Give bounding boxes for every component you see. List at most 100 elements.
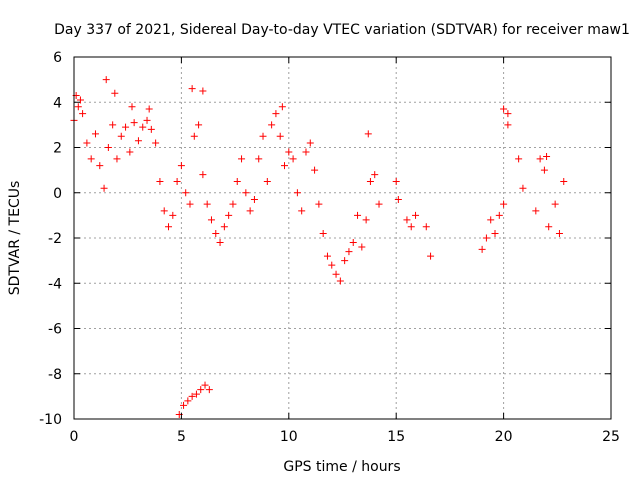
x-axis-label: GPS time / hours xyxy=(283,459,400,475)
data-point xyxy=(128,103,136,111)
data-point xyxy=(246,207,254,215)
data-point xyxy=(177,162,185,170)
data-point xyxy=(216,239,224,247)
data-point xyxy=(156,177,164,185)
y-tick-label: 2 xyxy=(53,141,62,157)
x-tick-label: 15 xyxy=(387,429,405,445)
data-point xyxy=(188,392,196,400)
data-point xyxy=(111,89,119,97)
data-point xyxy=(354,211,362,219)
data-point xyxy=(560,177,568,185)
data-point xyxy=(298,207,306,215)
data-point xyxy=(315,200,323,208)
y-tick-label: -10 xyxy=(39,412,62,428)
data-point xyxy=(285,148,293,156)
data-point xyxy=(364,130,372,138)
data-point xyxy=(143,116,151,124)
data-point xyxy=(504,121,512,129)
data-point xyxy=(276,132,284,140)
data-point xyxy=(205,386,213,394)
data-point xyxy=(491,229,499,237)
data-point xyxy=(272,110,280,118)
data-point xyxy=(109,121,117,129)
data-point xyxy=(139,123,147,131)
data-point xyxy=(130,119,138,127)
data-point xyxy=(233,177,241,185)
y-tick-label: -2 xyxy=(48,231,62,247)
data-point xyxy=(532,207,540,215)
y-tick-label: 6 xyxy=(53,50,62,66)
data-point xyxy=(79,110,87,118)
y-tick-label: 4 xyxy=(53,95,62,111)
data-point xyxy=(281,162,289,170)
data-point xyxy=(263,177,271,185)
data-point xyxy=(250,196,258,204)
data-point xyxy=(184,397,192,405)
data-point xyxy=(242,189,250,197)
data-point xyxy=(302,148,310,156)
data-point xyxy=(186,200,194,208)
data-point xyxy=(515,155,523,163)
data-point xyxy=(229,200,237,208)
data-point xyxy=(259,132,267,140)
y-tick-label: -8 xyxy=(48,367,62,383)
data-point xyxy=(173,177,181,185)
data-point xyxy=(74,103,82,111)
data-point xyxy=(225,211,233,219)
data-point xyxy=(83,139,91,147)
data-point xyxy=(319,229,327,237)
x-tick-label: 20 xyxy=(495,429,513,445)
data-point xyxy=(412,211,420,219)
data-point xyxy=(102,76,110,84)
data-point xyxy=(555,229,563,237)
data-point xyxy=(540,166,548,174)
data-point xyxy=(375,200,383,208)
data-point xyxy=(91,130,99,138)
data-point xyxy=(551,200,559,208)
data-point xyxy=(487,216,495,224)
data-point xyxy=(192,390,200,398)
data-point xyxy=(147,125,155,133)
data-point xyxy=(392,177,400,185)
data-point xyxy=(152,139,160,147)
data-point xyxy=(117,132,125,140)
data-point xyxy=(190,132,198,140)
data-point xyxy=(113,155,121,163)
data-point xyxy=(195,121,203,129)
data-point xyxy=(212,229,220,237)
data-point xyxy=(220,223,228,231)
data-point xyxy=(100,184,108,192)
data-point xyxy=(358,243,366,251)
x-tick-label: 10 xyxy=(280,429,298,445)
data-point xyxy=(500,200,508,208)
data-point xyxy=(87,155,95,163)
data-point xyxy=(134,137,142,145)
axis-ticks: 0 5 10 15 20 25 -10 -8 -6 -4 -2 0 2 4 6 xyxy=(39,50,620,445)
data-point xyxy=(255,155,263,163)
y-tick-label: -6 xyxy=(48,322,62,338)
data-point xyxy=(268,121,276,129)
data-point xyxy=(207,216,215,224)
data-point xyxy=(332,270,340,278)
data-point xyxy=(76,96,84,104)
data-point xyxy=(482,234,490,242)
data-point xyxy=(182,189,190,197)
data-point xyxy=(122,123,130,131)
data-point xyxy=(160,207,168,215)
data-point xyxy=(536,155,544,163)
data-point xyxy=(197,386,205,394)
data-point xyxy=(201,381,209,389)
x-tick-label: 0 xyxy=(70,429,79,445)
data-point xyxy=(96,162,104,170)
data-point xyxy=(403,216,411,224)
data-point xyxy=(289,155,297,163)
chart-title: Day 337 of 2021, Sidereal Day-to-day VTE… xyxy=(54,22,630,38)
data-point xyxy=(328,261,336,269)
data-point xyxy=(199,171,207,179)
data-point xyxy=(407,223,415,231)
data-point xyxy=(341,257,349,265)
data-point xyxy=(278,103,286,111)
data-point xyxy=(169,211,177,219)
data-point xyxy=(336,277,344,285)
